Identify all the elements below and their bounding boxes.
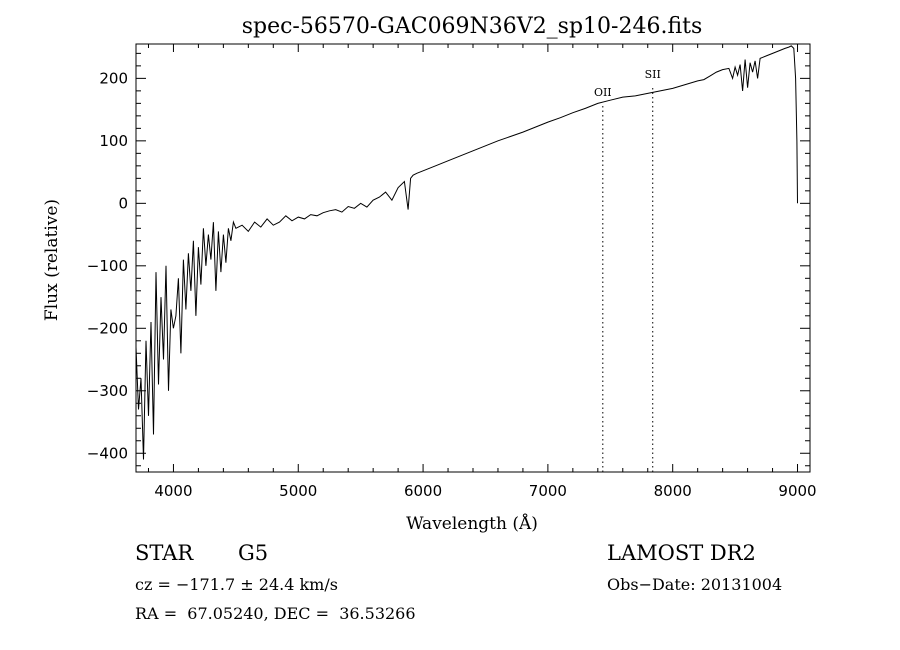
redshift-velocity: cz = −171.7 ± 24.4 km/s	[135, 575, 338, 594]
plot-frame	[135, 43, 811, 473]
annotation-label: OII	[594, 86, 612, 99]
object-class: STAR	[135, 541, 194, 565]
x-axis-label: Wavelength (Å)	[406, 513, 538, 534]
y-tick-label: −100	[87, 257, 128, 275]
x-tick-label: 8000	[654, 482, 692, 500]
y-tick-label: 0	[118, 194, 128, 212]
spectrum-series-line	[135, 45, 798, 460]
y-tick-label: −300	[87, 382, 128, 400]
line-annotations: OII SII	[594, 68, 661, 472]
y-tick-label: 100	[99, 132, 128, 150]
x-tick-label: 6000	[404, 482, 442, 500]
spectrum-chart: spec-56570-GAC069N36V2_sp10-246.fits 400…	[42, 14, 817, 534]
x-tick-label: 7000	[529, 482, 567, 500]
sky-coordinates: RA = 67.05240, DEC = 36.53266	[135, 604, 416, 623]
x-tick-label: 4000	[154, 482, 192, 500]
axis-ticks: 4000 5000 6000 7000 8000 9000 −400 −300 −200 −100…	[87, 44, 817, 500]
observation-date: Obs−Date: 20131004	[607, 575, 783, 594]
chart-title: spec-56570-GAC069N36V2_sp10-246.fits	[242, 14, 703, 39]
y-tick-label: −200	[87, 319, 128, 337]
y-axis-label: Flux (relative)	[42, 199, 62, 321]
y-tick-label: 200	[99, 69, 128, 87]
x-tick-label: 9000	[778, 482, 816, 500]
x-tick-label: 5000	[279, 482, 317, 500]
spectral-subclass: G5	[238, 541, 269, 565]
annotation-label: SII	[645, 68, 661, 81]
y-tick-label: −400	[87, 444, 128, 462]
survey-name: LAMOST DR2	[607, 541, 756, 565]
